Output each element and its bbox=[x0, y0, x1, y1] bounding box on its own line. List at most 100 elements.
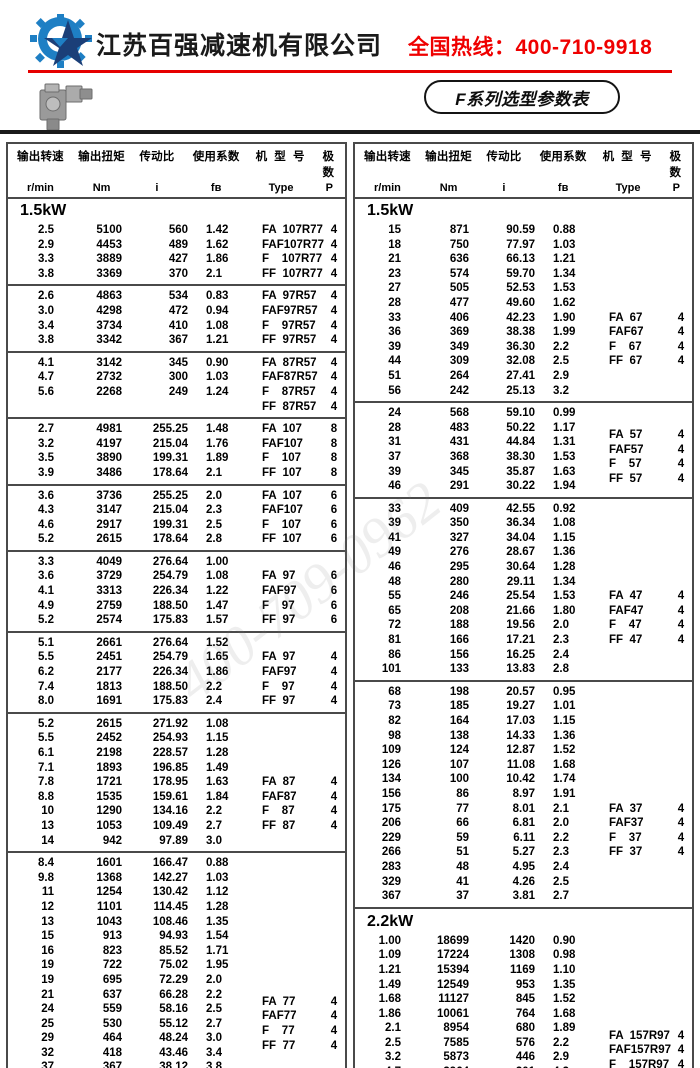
cell-poles: 4 bbox=[330, 805, 338, 818]
cell-model-type: FAF47 bbox=[609, 604, 644, 617]
cell-poles: 4 bbox=[330, 385, 338, 398]
cell-rpm: 16 bbox=[41, 944, 54, 957]
cell-service-factor: 2.7 bbox=[206, 819, 222, 832]
table-header: 输出转速 输出扭矩 传动比 使用系数 机 型 号 极 数 r/min Nm i fв Type P bbox=[8, 144, 345, 199]
cell-service-factor: 0.99 bbox=[553, 407, 576, 420]
cell-torque: 464 bbox=[102, 1032, 122, 1045]
table-row: 44 309 32.08 2.5 bbox=[355, 354, 607, 369]
cell-torque: 1368 bbox=[96, 871, 122, 884]
cell-torque: 8954 bbox=[443, 1022, 469, 1035]
cell-rpm: 367 bbox=[381, 890, 401, 903]
col-header-ratio: 传动比 bbox=[486, 151, 522, 163]
cell-service-factor: 1.08 bbox=[553, 517, 576, 530]
cell-torque: 10061 bbox=[437, 1007, 469, 1020]
table-row: 15 913 94.93 1.54 bbox=[8, 929, 260, 944]
cell-rpm: 1.86 bbox=[378, 1007, 401, 1020]
model-type-row: FA 157R97 4 bbox=[607, 1029, 692, 1044]
cell-ratio: 28.67 bbox=[506, 546, 535, 559]
cell-rpm: 5.2 bbox=[38, 717, 54, 730]
spacer bbox=[607, 985, 692, 1000]
cell-service-factor: 2.2 bbox=[206, 805, 222, 818]
col-unit-service-factor: fв bbox=[557, 182, 569, 194]
cell-ratio: 199.31 bbox=[152, 452, 188, 465]
cell-model-type: FF 87R57 bbox=[262, 400, 317, 413]
spacer bbox=[607, 560, 692, 575]
cell-service-factor: 3.2 bbox=[553, 384, 569, 397]
table-row: 126 107 11.08 1.68 bbox=[355, 758, 607, 773]
col-unit-torque: Nm bbox=[439, 182, 458, 194]
cell-rpm: 2.7 bbox=[38, 423, 54, 436]
cell-rpm: 48 bbox=[388, 575, 401, 588]
cell-ratio: 27.41 bbox=[506, 369, 535, 382]
model-type-group: FA 107 8 FAF107 8 F 107 8 FF 107 8 bbox=[260, 422, 345, 480]
cell-torque: 3729 bbox=[96, 570, 122, 583]
cell-service-factor: 2.7 bbox=[206, 1017, 222, 1030]
cell-model-type: FA 157R97 bbox=[609, 1029, 670, 1042]
cell-torque: 2177 bbox=[96, 666, 122, 679]
spec-block: 2.5 5100 560 1.42 2.9 4453 489 1.62 3.3 3889 427 1.… bbox=[8, 222, 345, 284]
cell-service-factor: 0.83 bbox=[206, 290, 229, 303]
cell-poles: 4 bbox=[677, 590, 685, 603]
cell-rpm: 39 bbox=[388, 517, 401, 530]
cell-torque: 86 bbox=[456, 787, 469, 800]
cell-service-factor: 2.1 bbox=[206, 466, 222, 479]
table-row: 4.1 3142 345 0.90 bbox=[8, 356, 260, 371]
model-type-row: F 77 4 bbox=[260, 1024, 345, 1039]
cell-service-factor: 1.86 bbox=[206, 253, 229, 266]
table-row: 31 431 44.84 1.31 bbox=[355, 435, 607, 450]
table-row: 3.9 3486 178.64 2.1 bbox=[8, 466, 260, 481]
cell-rpm: 33 bbox=[388, 311, 401, 324]
model-type-row: FAF47 4 bbox=[607, 604, 692, 619]
cell-rpm: 46 bbox=[388, 561, 401, 574]
power-rating-band: 2.2kW bbox=[355, 906, 692, 933]
model-type-row: FF 107 6 bbox=[260, 532, 345, 547]
cell-service-factor: 1.08 bbox=[206, 570, 229, 583]
cell-rpm: 5.2 bbox=[38, 614, 54, 627]
cell-torque: 7585 bbox=[443, 1036, 469, 1049]
cell-model-type: FF 97 bbox=[262, 695, 296, 708]
cell-ratio: 36.34 bbox=[506, 517, 535, 530]
table-row: 49 276 28.67 1.36 bbox=[355, 545, 607, 560]
model-type-row: FA 47 4 bbox=[607, 589, 692, 604]
cell-ratio: 134.16 bbox=[152, 805, 188, 818]
table-row: 21 636 66.13 1.21 bbox=[355, 252, 607, 267]
model-type-row: FAF157R97 4 bbox=[607, 1043, 692, 1058]
cell-torque: 327 bbox=[449, 531, 469, 544]
spec-rows: 3.3 4049 276.64 1.00 3.6 3729 254.79 1.08 4.1 331… bbox=[8, 555, 260, 628]
table-row: 3.6 3736 255.25 2.0 bbox=[8, 489, 260, 504]
cell-ratio: 66.13 bbox=[506, 253, 535, 266]
cell-ratio: 77.97 bbox=[506, 238, 535, 251]
cell-service-factor: 2.5 bbox=[206, 1003, 222, 1016]
cell-ratio: 249 bbox=[168, 385, 188, 398]
cell-ratio: 32.08 bbox=[506, 355, 535, 368]
spacer bbox=[607, 758, 692, 773]
cell-service-factor: 2.2 bbox=[206, 680, 222, 693]
cell-torque: 188 bbox=[449, 619, 469, 632]
model-type-row: FAF67 4 bbox=[607, 325, 692, 340]
model-type-row: FF 87R57 4 bbox=[260, 400, 345, 415]
cell-model-type: FA 87 bbox=[262, 776, 296, 789]
spacer bbox=[607, 1014, 692, 1029]
model-type-row: FF 47 4 bbox=[607, 633, 692, 648]
cell-ratio: 576 bbox=[515, 1036, 535, 1049]
cell-torque: 12549 bbox=[437, 978, 469, 991]
cell-service-factor: 0.98 bbox=[553, 949, 576, 962]
table-row: 10 1290 134.16 2.2 bbox=[8, 804, 260, 819]
cell-model-type: FAF77 bbox=[262, 1010, 297, 1023]
cell-ratio: 97.89 bbox=[159, 834, 188, 847]
table-row: 9.8 1368 142.27 1.03 bbox=[8, 871, 260, 886]
cell-torque: 242 bbox=[449, 384, 469, 397]
table-row: 5.2 2574 175.83 1.57 bbox=[8, 613, 260, 628]
table-row: 3.8 3369 370 2.1 bbox=[8, 267, 260, 282]
cell-torque: 107 bbox=[449, 758, 469, 771]
cell-service-factor: 1.52 bbox=[206, 636, 229, 649]
cell-torque: 2268 bbox=[96, 385, 122, 398]
cell-ratio: 55.12 bbox=[159, 1017, 188, 1030]
cell-poles: 6 bbox=[330, 599, 338, 612]
cell-ratio: 6.81 bbox=[512, 817, 535, 830]
model-type-row: F 47 4 bbox=[607, 618, 692, 633]
cell-rpm: 10 bbox=[41, 805, 54, 818]
table-row: 3.2 5873 446 2.9 bbox=[355, 1050, 607, 1065]
table-row: 1.09 17224 1308 0.98 bbox=[355, 948, 607, 963]
cell-service-factor: 0.94 bbox=[206, 304, 229, 317]
